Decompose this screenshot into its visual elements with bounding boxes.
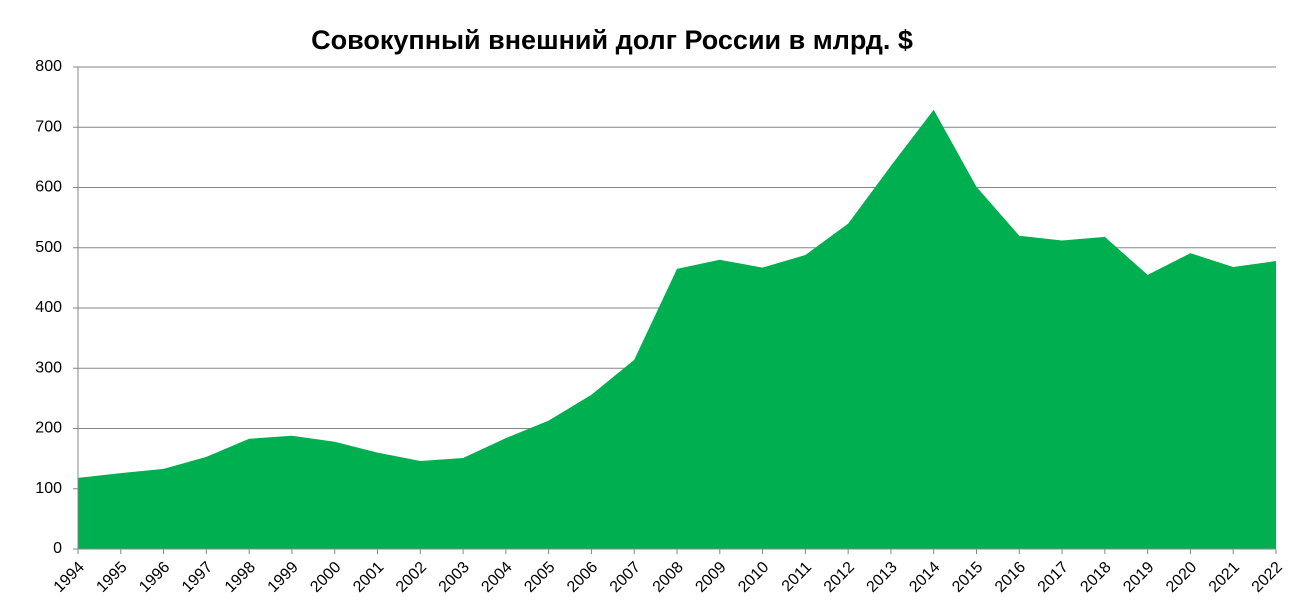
y-tick-label: 800 (35, 58, 62, 75)
y-tick-label: 700 (35, 118, 62, 135)
x-tick-label: 1994 (51, 559, 88, 596)
y-tick-label: 400 (35, 299, 62, 316)
x-tick-label: 2015 (949, 559, 986, 596)
area (78, 109, 1276, 549)
x-tick-label: 1995 (93, 559, 130, 596)
x-tick-label: 2020 (1163, 559, 1200, 596)
x-tick-label: 2001 (350, 559, 387, 596)
x-tick-label: 2014 (906, 559, 943, 596)
x-tick-label: 2021 (1206, 559, 1243, 596)
x-tick-label: 2022 (1249, 559, 1286, 596)
x-tick-label: 2003 (436, 559, 473, 596)
x-tick-label: 2012 (821, 559, 858, 596)
x-tick-label: 2002 (393, 559, 430, 596)
y-tick-label: 600 (35, 179, 62, 196)
chart-title: Совокупный внешний долг России в млрд. $ (311, 25, 913, 55)
x-tick-label: 2013 (864, 559, 901, 596)
x-tick-label: 2009 (692, 559, 729, 596)
y-tick-label: 100 (35, 480, 62, 497)
x-tick-label: 2007 (607, 559, 644, 596)
x-tick-label: 2016 (992, 559, 1029, 596)
x-tick-label: 1997 (179, 559, 216, 596)
x-tick-label: 2004 (478, 559, 515, 596)
y-tick-label: 0 (53, 540, 62, 557)
x-tick-label: 2019 (1120, 559, 1157, 596)
y-tick-label: 300 (35, 359, 62, 376)
x-tick-label: 2011 (779, 559, 815, 595)
y-tick-label: 200 (35, 420, 62, 437)
x-tick-label: 1996 (136, 559, 173, 596)
x-tick-label: 2008 (650, 559, 687, 596)
x-tick-label: 1999 (265, 559, 302, 596)
x-tick-label: 2000 (307, 559, 344, 596)
x-tick-label: 2005 (521, 559, 558, 596)
x-tick-label: 2017 (1035, 559, 1072, 596)
x-tick-label: 2010 (735, 559, 772, 596)
y-tick-label: 500 (35, 239, 62, 256)
x-tick-label: 2006 (564, 559, 601, 596)
x-tick-label: 2018 (1077, 559, 1114, 596)
x-tick-label: 1998 (222, 559, 259, 596)
